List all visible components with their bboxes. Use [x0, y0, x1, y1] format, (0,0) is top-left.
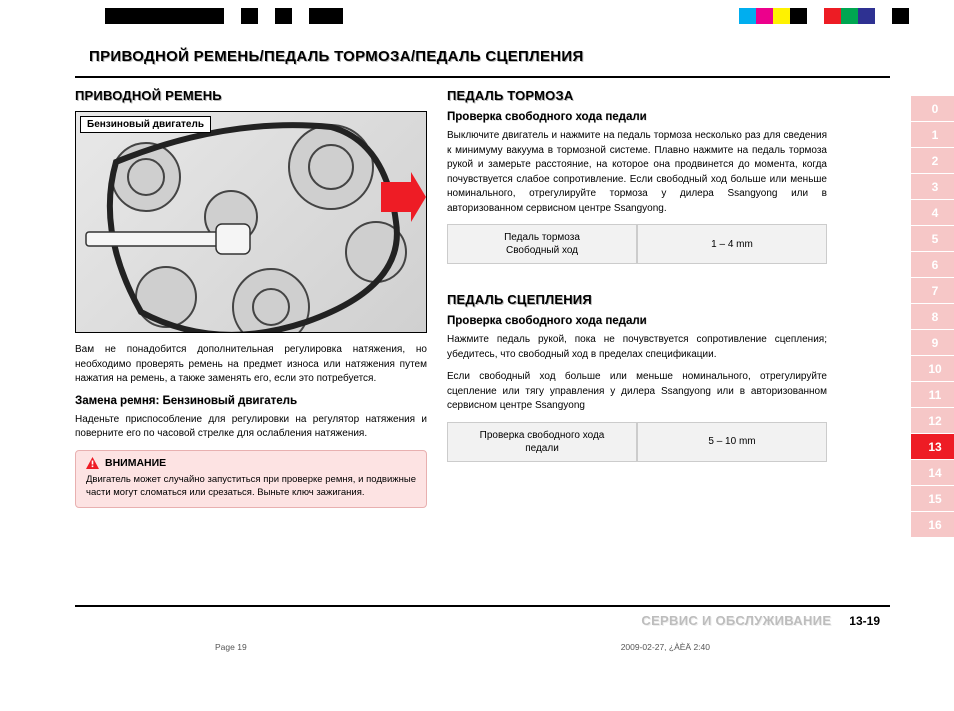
calib-swatch: [326, 8, 343, 24]
chapter-tab-10[interactable]: 10: [911, 356, 954, 381]
chapter-tab-7[interactable]: 7: [911, 278, 954, 303]
left-para1: Вам не понадобится дополнительная регули…: [75, 343, 427, 387]
chapter-tab-16[interactable]: 16: [911, 512, 954, 537]
calib-swatch: [258, 8, 275, 24]
calib-swatch: [773, 8, 790, 24]
right-column: ПЕДАЛЬ ТОРМОЗА Проверка свободного хода …: [447, 88, 827, 508]
chapter-tab-4[interactable]: 4: [911, 200, 954, 225]
brake-para: Выключите двигатель и нажмите на педаль …: [447, 129, 827, 216]
calib-swatch: [105, 8, 122, 24]
print-meta: Page 19 2009-02-27, ¿ÀÈÄ 2:40: [75, 642, 890, 652]
calib-swatch: [858, 8, 875, 24]
belt-illustration: [76, 112, 427, 333]
calib-swatch: [824, 8, 841, 24]
calib-swatch: [241, 8, 258, 24]
brake-sub: Проверка свободного хода педали: [447, 111, 827, 123]
chapter-tabs: 012345678910111213141516: [911, 96, 954, 537]
chapter-tab-5[interactable]: 5: [911, 226, 954, 251]
clutch-spec-value: 5 – 10 mm: [637, 422, 827, 462]
chapter-tab-12[interactable]: 12: [911, 408, 954, 433]
calib-swatch: [892, 8, 909, 24]
clutch-spec-row: Проверка свободного хода педали 5 – 10 m…: [447, 422, 827, 462]
calib-swatch: [756, 8, 773, 24]
chapter-tab-15[interactable]: 15: [911, 486, 954, 511]
chapter-tab-9[interactable]: 9: [911, 330, 954, 355]
chapter-tab-14[interactable]: 14: [911, 460, 954, 485]
calibration-bar-left: [105, 8, 343, 24]
clutch-para1: Нажмите педаль рукой, пока не почувствуе…: [447, 333, 827, 362]
brake-spec-value: 1 – 4 mm: [637, 224, 827, 264]
chapter-tab-8[interactable]: 8: [911, 304, 954, 329]
left-column: ПРИВОДНОЙ РЕМЕНЬ Бензиновый двигатель: [75, 88, 427, 508]
left-heading: ПРИВОДНОЙ РЕМЕНЬ: [75, 88, 427, 103]
chapter-tab-1[interactable]: 1: [911, 122, 954, 147]
calib-swatch: [275, 8, 292, 24]
calib-swatch: [156, 8, 173, 24]
calib-swatch: [190, 8, 207, 24]
warning-icon: [86, 457, 99, 469]
chapter-tab-6[interactable]: 6: [911, 252, 954, 277]
calib-swatch: [790, 8, 807, 24]
page-footer: СЕРВИС И ОБСЛУЖИВАНИЕ 13-19: [75, 605, 890, 628]
chapter-tab-13[interactable]: 13: [911, 434, 954, 459]
meta-date: 2009-02-27, ¿ÀÈÄ 2:40: [621, 642, 710, 652]
title-underline: [75, 76, 890, 78]
clutch-spec-label: Проверка свободного хода педали: [447, 422, 637, 462]
calib-swatch: [224, 8, 241, 24]
calib-swatch: [292, 8, 309, 24]
calib-swatch: [841, 8, 858, 24]
brake-heading: ПЕДАЛЬ ТОРМОЗА: [447, 88, 827, 103]
calibration-bar-right: [739, 8, 909, 24]
clutch-heading: ПЕДАЛЬ СЦЕПЛЕНИЯ: [447, 292, 827, 307]
calib-swatch: [739, 8, 756, 24]
calib-swatch: [122, 8, 139, 24]
calib-swatch: [139, 8, 156, 24]
page-title-row: ПРИВОДНОЙ РЕМЕНЬ/ПЕДАЛЬ ТОРМОЗА/ПЕДАЛЬ С…: [75, 38, 890, 74]
engine-belt-figure: Бензиновый двигатель: [75, 111, 427, 333]
calib-swatch: [207, 8, 224, 24]
calib-swatch: [875, 8, 892, 24]
warning-title: ВНИМАНИЕ: [105, 457, 166, 469]
clutch-para2: Если свободный ход больше или меньше ном…: [447, 370, 827, 414]
clutch-sub: Проверка свободного хода педали: [447, 315, 827, 327]
chapter-tab-2[interactable]: 2: [911, 148, 954, 173]
page-content: ПРИВОДНОЙ РЕМЕНЬ/ПЕДАЛЬ ТОРМОЗА/ПЕДАЛЬ С…: [75, 38, 890, 664]
page-title: ПРИВОДНОЙ РЕМЕНЬ/ПЕДАЛЬ ТОРМОЗА/ПЕДАЛЬ С…: [89, 48, 584, 65]
footer-section-title: СЕРВИС И ОБСЛУЖИВАНИЕ: [641, 613, 831, 628]
calib-swatch: [807, 8, 824, 24]
warning-body: Двигатель может случайно запуститься при…: [86, 473, 416, 500]
calib-swatch: [173, 8, 190, 24]
chapter-tab-3[interactable]: 3: [911, 174, 954, 199]
left-para2: Наденьте приспособление для регулировки …: [75, 413, 427, 442]
footer-page-number: 13-19: [849, 614, 880, 628]
brake-spec-row: Педаль тормоза Свободный ход 1 – 4 mm: [447, 224, 827, 264]
figure-label: Бензиновый двигатель: [80, 116, 211, 133]
warning-box: ВНИМАНИЕ Двигатель может случайно запуст…: [75, 450, 427, 509]
calib-swatch: [309, 8, 326, 24]
chapter-tab-0[interactable]: 0: [911, 96, 954, 121]
brake-spec-label: Педаль тормоза Свободный ход: [447, 224, 637, 264]
left-sub1: Замена ремня: Бензиновый двигатель: [75, 395, 427, 407]
chapter-tab-11[interactable]: 11: [911, 382, 954, 407]
meta-page: Page 19: [215, 642, 247, 652]
